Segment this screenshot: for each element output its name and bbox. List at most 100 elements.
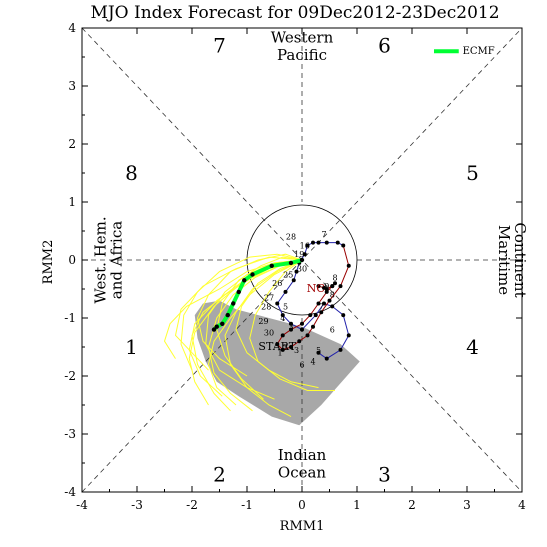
observed-day-label: 8	[332, 273, 337, 282]
x-tick-label: 3	[463, 498, 471, 512]
region-bottom-line1: Indian	[278, 446, 327, 464]
observed-day-label: 6	[299, 360, 304, 369]
y-tick-label: 0	[68, 253, 76, 267]
observed-point	[313, 313, 318, 318]
observed-point	[289, 321, 293, 326]
observed-day-label: 16	[300, 241, 310, 250]
y-tick-label: 4	[68, 21, 76, 35]
ensemble-member-4	[224, 259, 303, 418]
phase-label-4: 4	[466, 335, 479, 359]
ensemble-member-14	[207, 259, 303, 412]
ecmf-mean-point	[236, 289, 241, 295]
x-tick-label: 1	[353, 498, 361, 512]
observed-point	[338, 284, 343, 289]
observed-point	[305, 243, 310, 248]
y-tick-label: -4	[64, 485, 76, 499]
chart-title: MJO Index Forecast for 09Dec2012-23Dec20…	[90, 3, 499, 23]
observed-point	[302, 252, 307, 257]
observed-point	[294, 269, 299, 274]
x-tick-label: -3	[131, 498, 143, 512]
observed-point	[327, 298, 332, 303]
region-left-line2: and Africa	[107, 221, 125, 299]
observed-point	[324, 356, 329, 361]
phase-label-8: 8	[125, 161, 138, 185]
y-tick-label: -1	[64, 311, 76, 325]
ensemble-spread-shading	[194, 300, 360, 426]
region-right-line1: Maritime	[495, 225, 513, 295]
observed-point	[324, 289, 329, 294]
observed-day-label: 19	[294, 250, 304, 259]
ecmf-mean-point	[250, 272, 255, 277]
observed-day-label: 5	[316, 346, 321, 355]
observed-point	[308, 313, 313, 318]
x-tick-label: -4	[76, 498, 88, 512]
y-tick-label: 2	[68, 137, 76, 151]
region-bottom-line2: Ocean	[278, 464, 327, 482]
observed-point	[316, 240, 321, 245]
observed-point	[289, 345, 293, 349]
observed-point	[280, 333, 285, 338]
unit-circle	[246, 204, 358, 316]
observed-point	[291, 278, 296, 283]
observed-point	[324, 240, 329, 245]
region-top-line1: Western	[271, 29, 334, 47]
observed-point	[322, 301, 326, 306]
observed-point	[322, 285, 326, 290]
observed-day-label: 1	[277, 349, 282, 358]
x-axis-label: RMM1	[280, 519, 325, 534]
observed-day-label: 5	[283, 302, 288, 311]
phase-label-2: 2	[213, 463, 226, 487]
ensemble-member-10	[180, 253, 303, 371]
x-tick-label: 2	[408, 498, 416, 512]
phase-label-1: 1	[125, 335, 138, 359]
ecmf-mean-point	[214, 324, 219, 329]
observed-point	[330, 304, 335, 309]
observed-day-label: 29	[258, 317, 268, 326]
observed-point	[341, 313, 346, 318]
phase-label-5: 5	[466, 161, 479, 185]
observed-point	[275, 301, 280, 306]
x-tick-label: -1	[241, 498, 253, 512]
ecmf-mean-point	[225, 312, 230, 318]
y-tick-label: -3	[64, 427, 76, 441]
ensemble-member-9	[207, 259, 303, 406]
observed-day-label: 7	[319, 302, 324, 311]
ecmf-mean-point	[231, 301, 236, 306]
observed-day-label: 30	[264, 328, 274, 337]
region-right-line2: Continent	[511, 222, 529, 297]
observed-day-label: 30	[297, 265, 307, 274]
observed-point	[316, 350, 321, 355]
observed-point	[333, 281, 337, 286]
observed-day-label: 2	[283, 343, 288, 352]
observed-point	[300, 321, 304, 326]
ecmf-mean-point	[220, 321, 225, 326]
observed-day-label: 3	[288, 323, 293, 332]
observed-point	[330, 284, 335, 289]
ensemble-member-8	[216, 256, 303, 400]
observed-point	[346, 263, 351, 268]
y-tick-label: 3	[68, 79, 76, 93]
start-annotation: START	[258, 340, 296, 353]
observed-point	[319, 310, 324, 315]
observed-point	[311, 240, 315, 245]
ecmf-mean-point	[211, 327, 217, 332]
observed-day-label: 28	[286, 233, 296, 242]
ecmf-mean-point	[269, 263, 274, 268]
phase-label-6: 6	[378, 33, 391, 57]
observed-point	[297, 339, 302, 344]
ecmf-mean-point	[299, 257, 305, 263]
observed-point	[280, 347, 285, 352]
observed-point	[275, 342, 280, 347]
ensemble-member-6	[235, 259, 319, 389]
observed-day-label: 28	[261, 302, 271, 311]
ecmf-mean-point	[242, 278, 247, 283]
observed-day-label: 26	[272, 279, 282, 288]
observed-point	[283, 289, 288, 294]
observed-day-label: 25	[283, 270, 293, 279]
observed-day-label: 3	[294, 346, 299, 355]
observed-point	[311, 324, 315, 329]
observed-point	[316, 284, 321, 289]
observed-day-label: 8	[330, 291, 335, 300]
region-left-line1: West. Hem.	[91, 216, 109, 303]
